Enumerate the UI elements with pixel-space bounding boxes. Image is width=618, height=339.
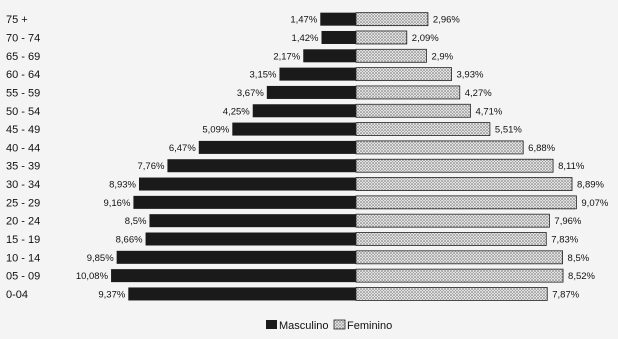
category-label: 10 - 14	[6, 252, 40, 264]
bar-masculino	[149, 214, 356, 228]
data-label-feminino: 8,5%	[568, 253, 590, 264]
bar-masculino	[279, 67, 356, 81]
bar-masculino	[139, 177, 356, 191]
bar-feminino	[355, 103, 471, 118]
bar-feminino	[355, 85, 461, 100]
data-label-masculino: 8,5%	[125, 216, 147, 227]
data-label-masculino: 10,08%	[76, 271, 109, 282]
bar-feminino	[355, 122, 491, 136]
legend: Masculino Feminino	[266, 319, 392, 332]
data-label-masculino: 7,76%	[137, 161, 164, 172]
data-label-feminino: 3,93%	[456, 70, 483, 81]
bar-feminino	[355, 12, 429, 27]
bar-masculino	[232, 122, 356, 136]
data-label-feminino: 7,87%	[552, 289, 579, 300]
bar-masculino	[111, 269, 356, 283]
bar-feminino	[355, 268, 564, 283]
bars-layer	[111, 12, 577, 301]
bar-feminino	[355, 158, 554, 173]
data-label-feminino: 8,89%	[577, 180, 604, 191]
data-label-masculino: 5,09%	[202, 125, 229, 136]
bar-feminino	[355, 213, 550, 228]
bar-feminino	[355, 232, 547, 246]
data-label-feminino: 8,52%	[568, 271, 595, 282]
category-label: 30 - 34	[6, 179, 40, 191]
bar-masculino	[133, 195, 356, 209]
data-label-feminino: 9,07%	[581, 198, 608, 209]
data-label-masculino: 4,25%	[223, 106, 250, 117]
bar-masculino	[116, 250, 357, 264]
bar-masculino	[167, 159, 356, 173]
data-label-feminino: 2,9%	[431, 51, 453, 62]
bar-masculino	[145, 232, 356, 246]
bar-feminino	[355, 140, 524, 155]
category-label: 65 - 69	[6, 51, 40, 63]
bar-masculino	[321, 30, 356, 44]
data-label-feminino: 5,51%	[495, 125, 522, 136]
data-label-feminino: 4,27%	[465, 88, 492, 99]
category-label: 75 +	[6, 14, 28, 26]
data-label-feminino: 2,09%	[412, 33, 439, 44]
data-label-feminino: 7,83%	[551, 235, 578, 246]
bar-masculino	[266, 85, 356, 99]
data-label-masculino: 1,42%	[292, 33, 319, 44]
data-label-feminino: 2,96%	[433, 15, 460, 26]
category-label: 15 - 19	[6, 234, 40, 246]
bar-masculino	[198, 140, 356, 154]
bar-masculino	[252, 104, 356, 118]
bar-masculino	[303, 49, 356, 63]
data-label-masculino: 6,47%	[169, 143, 196, 154]
category-label: 55 - 59	[6, 87, 40, 99]
data-label-masculino: 3,67%	[237, 88, 264, 99]
bar-feminino	[355, 67, 452, 82]
bar-feminino	[355, 30, 408, 45]
data-label-masculino: 8,93%	[109, 180, 136, 191]
category-label: 40 - 44	[6, 142, 40, 154]
bar-masculino	[128, 287, 356, 301]
bar-feminino	[355, 48, 427, 63]
data-label-masculino: 3,15%	[250, 70, 277, 81]
bar-feminino	[355, 250, 563, 265]
data-label-feminino: 8,11%	[558, 161, 585, 172]
category-label: 35 - 39	[6, 161, 40, 173]
data-label-masculino: 1,47%	[290, 15, 317, 26]
category-label: 05 - 09	[6, 271, 40, 283]
labels-layer: 75 + 1,47% 2,96% 70 - 74 1,42% 2,09% 65 - 69 2,…	[6, 14, 609, 301]
bar-feminino	[355, 195, 577, 210]
data-label-feminino: 6,88%	[528, 143, 555, 154]
category-label: 45 - 49	[6, 124, 40, 136]
category-label: 60 - 64	[6, 69, 40, 81]
bar-feminino	[355, 177, 573, 191]
legend-swatch-feminino	[333, 319, 346, 330]
data-label-masculino: 9,37%	[98, 289, 125, 300]
category-label: 70 - 74	[6, 32, 40, 44]
data-label-masculino: 9,16%	[103, 198, 130, 209]
data-label-masculino: 9,85%	[87, 253, 114, 264]
category-label: 25 - 29	[6, 197, 40, 209]
bar-feminino	[355, 287, 548, 301]
category-label: 50 - 54	[6, 106, 40, 118]
legend-label-feminino: Feminino	[347, 320, 392, 332]
data-label-feminino: 7,96%	[554, 216, 581, 227]
legend-label-masculino: Masculino	[279, 320, 329, 332]
category-label: 0-04	[6, 289, 28, 301]
category-label: 20 - 24	[6, 216, 40, 228]
bar-masculino	[320, 12, 356, 26]
data-label-feminino: 4,71%	[475, 106, 502, 117]
legend-swatch-masculino	[266, 320, 277, 329]
data-label-masculino: 8,66%	[116, 235, 143, 246]
data-label-masculino: 2,17%	[273, 51, 300, 62]
